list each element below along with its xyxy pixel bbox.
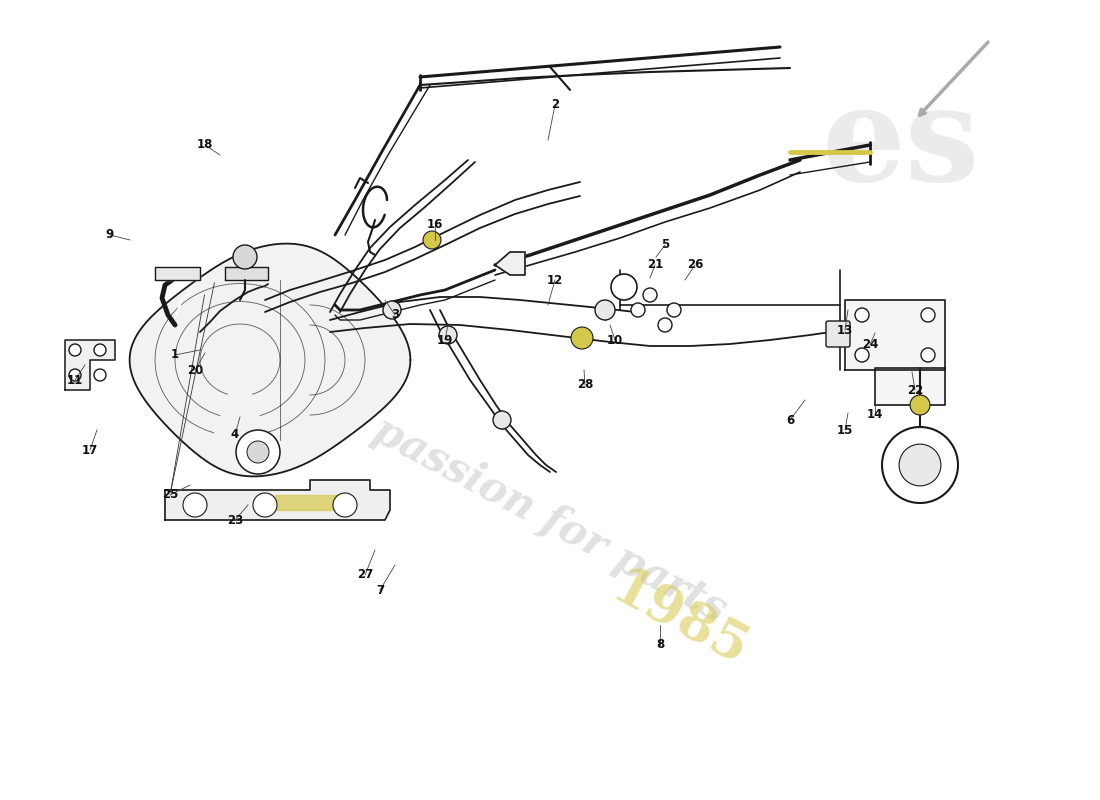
Text: 25: 25 xyxy=(162,489,178,502)
Circle shape xyxy=(855,348,869,362)
Polygon shape xyxy=(845,300,945,370)
Text: 10: 10 xyxy=(607,334,623,346)
Text: 17: 17 xyxy=(81,443,98,457)
Circle shape xyxy=(253,493,277,517)
Text: 19: 19 xyxy=(437,334,453,346)
Polygon shape xyxy=(275,495,345,510)
Text: 14: 14 xyxy=(867,409,883,422)
Text: 20: 20 xyxy=(187,363,204,377)
Circle shape xyxy=(658,318,672,332)
Text: 4: 4 xyxy=(231,429,239,442)
Text: 15: 15 xyxy=(837,423,854,437)
Text: 26: 26 xyxy=(686,258,703,271)
Text: 7: 7 xyxy=(376,583,384,597)
Circle shape xyxy=(644,288,657,302)
Circle shape xyxy=(69,344,81,356)
Text: 18: 18 xyxy=(197,138,213,151)
FancyBboxPatch shape xyxy=(826,321,850,347)
Text: 28: 28 xyxy=(576,378,593,391)
Text: 9: 9 xyxy=(106,229,114,242)
Polygon shape xyxy=(882,427,958,503)
Circle shape xyxy=(899,444,940,486)
Circle shape xyxy=(94,344,106,356)
Circle shape xyxy=(631,303,645,317)
Circle shape xyxy=(236,430,280,474)
Text: 8: 8 xyxy=(656,638,664,651)
Circle shape xyxy=(921,348,935,362)
Circle shape xyxy=(910,395,930,415)
Circle shape xyxy=(183,493,207,517)
Text: 21: 21 xyxy=(647,258,663,271)
Text: 16: 16 xyxy=(427,218,443,231)
Text: 3: 3 xyxy=(390,309,399,322)
Circle shape xyxy=(233,245,257,269)
Circle shape xyxy=(383,301,402,319)
Text: 5: 5 xyxy=(661,238,669,251)
Polygon shape xyxy=(495,252,525,275)
Circle shape xyxy=(595,300,615,320)
Text: 1: 1 xyxy=(170,349,179,362)
Circle shape xyxy=(571,327,593,349)
Circle shape xyxy=(94,369,106,381)
Text: 13: 13 xyxy=(837,323,854,337)
Text: 11: 11 xyxy=(67,374,84,386)
Circle shape xyxy=(493,411,512,429)
Text: 2: 2 xyxy=(551,98,559,111)
Polygon shape xyxy=(226,267,268,280)
Text: 6: 6 xyxy=(785,414,794,426)
Text: 23: 23 xyxy=(227,514,243,526)
Polygon shape xyxy=(874,368,945,405)
Circle shape xyxy=(667,303,681,317)
Circle shape xyxy=(610,274,637,300)
Text: 1985: 1985 xyxy=(603,563,757,677)
Text: 24: 24 xyxy=(861,338,878,351)
Polygon shape xyxy=(130,244,410,476)
Circle shape xyxy=(921,308,935,322)
Circle shape xyxy=(855,308,869,322)
Polygon shape xyxy=(165,480,390,520)
Text: 22: 22 xyxy=(906,383,923,397)
Circle shape xyxy=(424,231,441,249)
Text: passion for parts: passion for parts xyxy=(366,409,734,631)
Polygon shape xyxy=(65,340,116,390)
Circle shape xyxy=(333,493,358,517)
Text: es: es xyxy=(822,80,980,209)
Circle shape xyxy=(439,326,456,344)
Text: 12: 12 xyxy=(547,274,563,286)
Text: 27: 27 xyxy=(356,569,373,582)
Polygon shape xyxy=(155,267,200,280)
Circle shape xyxy=(248,441,270,463)
Circle shape xyxy=(69,369,81,381)
